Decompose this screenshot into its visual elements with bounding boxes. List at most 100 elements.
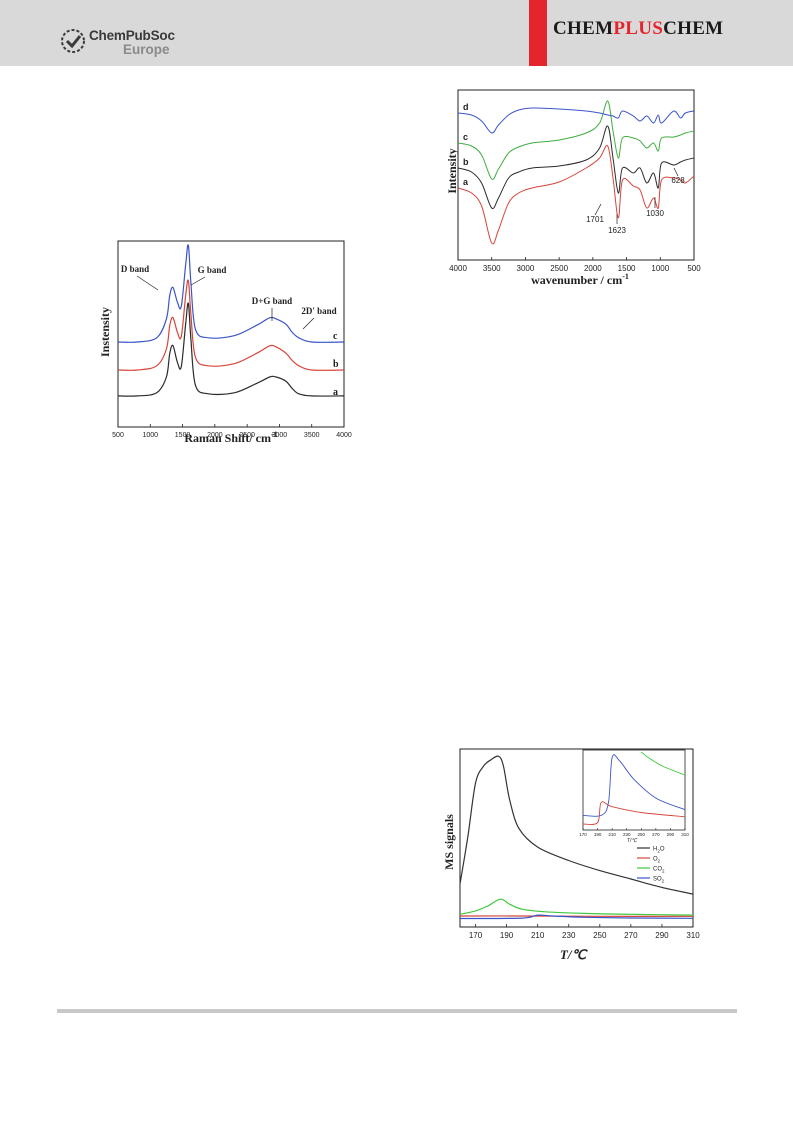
ftir-series-b-label: b [463, 157, 469, 167]
ftir-x-tick-label: 1000 [651, 264, 669, 273]
ms-legend-label: H2O [653, 847, 665, 854]
ms-inset-x-tick-label: 270 [652, 832, 660, 837]
ms-legend-label-sub: 2 [662, 879, 665, 884]
raman-series-a-line [117, 302, 345, 397]
raman-annotation-d-band: D band [121, 264, 149, 274]
ftir-xlabel-sup: -1 [622, 272, 629, 281]
raman-x-tick-label: 2000 [207, 432, 223, 439]
footer-rule [57, 1009, 737, 1013]
journal-title-right: CHEM [663, 18, 724, 39]
ftir-x-tick-label: 4000 [449, 264, 467, 273]
ms-inset-x-tick-label: 170 [579, 832, 587, 837]
ftir-xlabel-text: wavenumber / cm [531, 273, 622, 287]
ftir-x-tick-label: 1500 [618, 264, 636, 273]
ms-series-h-line [459, 755, 694, 895]
ms-inset-x-tick-label: 250 [638, 832, 646, 837]
ms-legend-label-sub: 2 [658, 859, 661, 864]
ms-legend-label: CO2 [653, 867, 665, 874]
ms-inset-x-tick-label: 310 [681, 832, 689, 837]
ftir-x-tick-label: 3000 [517, 264, 535, 273]
ms-xlabel: T/℃ [560, 947, 589, 962]
raman-series-b-label: b [333, 359, 339, 370]
ms-x-tick-label: 210 [531, 931, 545, 940]
raman-xlabel: Raman Shift/ cm-1 [184, 430, 277, 445]
ms-legend-label: O2 [653, 857, 661, 864]
ms-legend-label-suffix: O [660, 847, 665, 853]
raman-plot-frame [117, 240, 345, 428]
ms-legend-label-sub: 2 [657, 849, 660, 854]
figure-ftir: 4000 3500 3000 2500 2000 1500 1000 500 a b c d Inte… [440, 88, 702, 294]
raman-series-c-line [117, 244, 345, 343]
ms-inset-frame [582, 749, 686, 831]
ms-x-tick-label: 290 [655, 931, 669, 940]
ftir-series-a-line [457, 144, 695, 245]
ms-inset-x-tick-label: 290 [667, 832, 675, 837]
raman-x-tick-label: 1500 [175, 432, 191, 439]
ms-x-tick-label: 190 [500, 931, 514, 940]
raman-annotation-2d-band: 2D' band [301, 306, 336, 316]
ms-x-tick-label: 230 [562, 931, 576, 940]
ftir-xlabel: wavenumber / cm-1 [531, 272, 629, 287]
ms-inset-x-tick-label: 230 [623, 832, 631, 837]
ms-legend-label-name: O [653, 857, 658, 863]
raman-x-tick-label: 500 [112, 432, 124, 439]
ftir-series-c-line [457, 100, 695, 180]
ftir-x-tick-label: 2500 [550, 264, 568, 273]
publisher-logo-icon [61, 29, 85, 53]
ftir-annotation-1701: 1701 [586, 215, 604, 224]
ms-x-tick-label: 250 [593, 931, 607, 940]
raman-series-a-label: a [333, 387, 338, 398]
ms-chart: 170 190 210 230 250 270 290 310 170 190 210 230 250… [442, 748, 700, 962]
ftir-annotation-628: 628 [671, 176, 685, 185]
raman-series-b-line [117, 279, 345, 371]
raman-plot-area: 500 1000 1500 2000 2500 3000 3500 4000 a b c [112, 240, 352, 439]
ftir-plot-frame [457, 89, 695, 261]
ftir-annotation-1030: 1030 [646, 209, 664, 218]
raman-series-c-label: c [333, 331, 338, 342]
raman-x-tick-label: 4000 [336, 432, 352, 439]
ftir-plot-area: 4000 3500 3000 2500 2000 1500 1000 500 ab c d [449, 89, 701, 273]
raman-x-tick-label: 3500 [304, 432, 320, 439]
journal-accent-bar [529, 0, 547, 66]
ftir-annotation-1623: 1623 [608, 226, 626, 235]
ftir-annotation-arrow [673, 167, 679, 177]
raman-x-tick-label: 3000 [272, 432, 288, 439]
raman-chart: 500 1000 1500 2000 2500 3000 3500 4000 a b c Inste… [98, 240, 352, 445]
ftir-series-d-label: d [463, 102, 469, 112]
ftir-series-a-label: a [463, 177, 469, 187]
ms-inset-series-so-line [582, 754, 686, 817]
raman-annotation-arrow [136, 275, 159, 291]
ftir-x-tick-label: 2000 [584, 264, 602, 273]
ms-x-tick-label: 310 [686, 931, 700, 940]
raman-xlabel-text: Raman Shift/ cm [184, 431, 271, 445]
ms-inset-x-tick-label: 210 [608, 832, 616, 837]
ftir-x-tick-label: 500 [687, 264, 701, 273]
ms-legend-label-name: SO [653, 877, 662, 883]
ms-x-tick-label: 170 [469, 931, 483, 940]
ms-x-tick-label: 270 [624, 931, 638, 940]
raman-xlabel-sup: -1 [271, 430, 278, 439]
raman-x-tick-label: 1000 [142, 432, 158, 439]
figure-ms: 170 190 210 230 250 270 290 310 170 190 210 230 250… [438, 744, 700, 970]
ms-plot-frame [459, 748, 694, 928]
ftir-x-tick-label: 3500 [483, 264, 501, 273]
ms-inset-xlabel: T/℃ [627, 838, 638, 844]
ms-ylabel: MS signals [442, 814, 456, 870]
ftir-series-c-label: c [463, 132, 468, 142]
raman-annotation-dg-band: D+G band [252, 296, 292, 306]
raman-annotation-arrow [302, 317, 315, 330]
ms-legend-label-name: CO [653, 867, 662, 873]
journal-title-plus: PLUS [613, 18, 664, 39]
journal-header-band: ChemPubSoc Europe CHEMPLUSCHEM [0, 0, 793, 66]
journal-title: CHEMPLUSCHEM [553, 18, 723, 40]
raman-x-tick-label: 2500 [239, 432, 255, 439]
raman-annotation-arrow [190, 276, 206, 286]
publisher-name: ChemPubSoc [89, 28, 175, 43]
ms-series-so-line [459, 914, 694, 920]
ms-inset-plot-area: 170 190 210 230 250 270 290 310 [579, 749, 689, 837]
publisher-region: Europe [123, 42, 170, 57]
publisher-logo: ChemPubSoc Europe [60, 26, 190, 60]
ftir-series-b-line [457, 125, 695, 209]
ms-inset-series-o-line [582, 801, 686, 826]
ftir-ylabel: Intensity [445, 148, 459, 193]
